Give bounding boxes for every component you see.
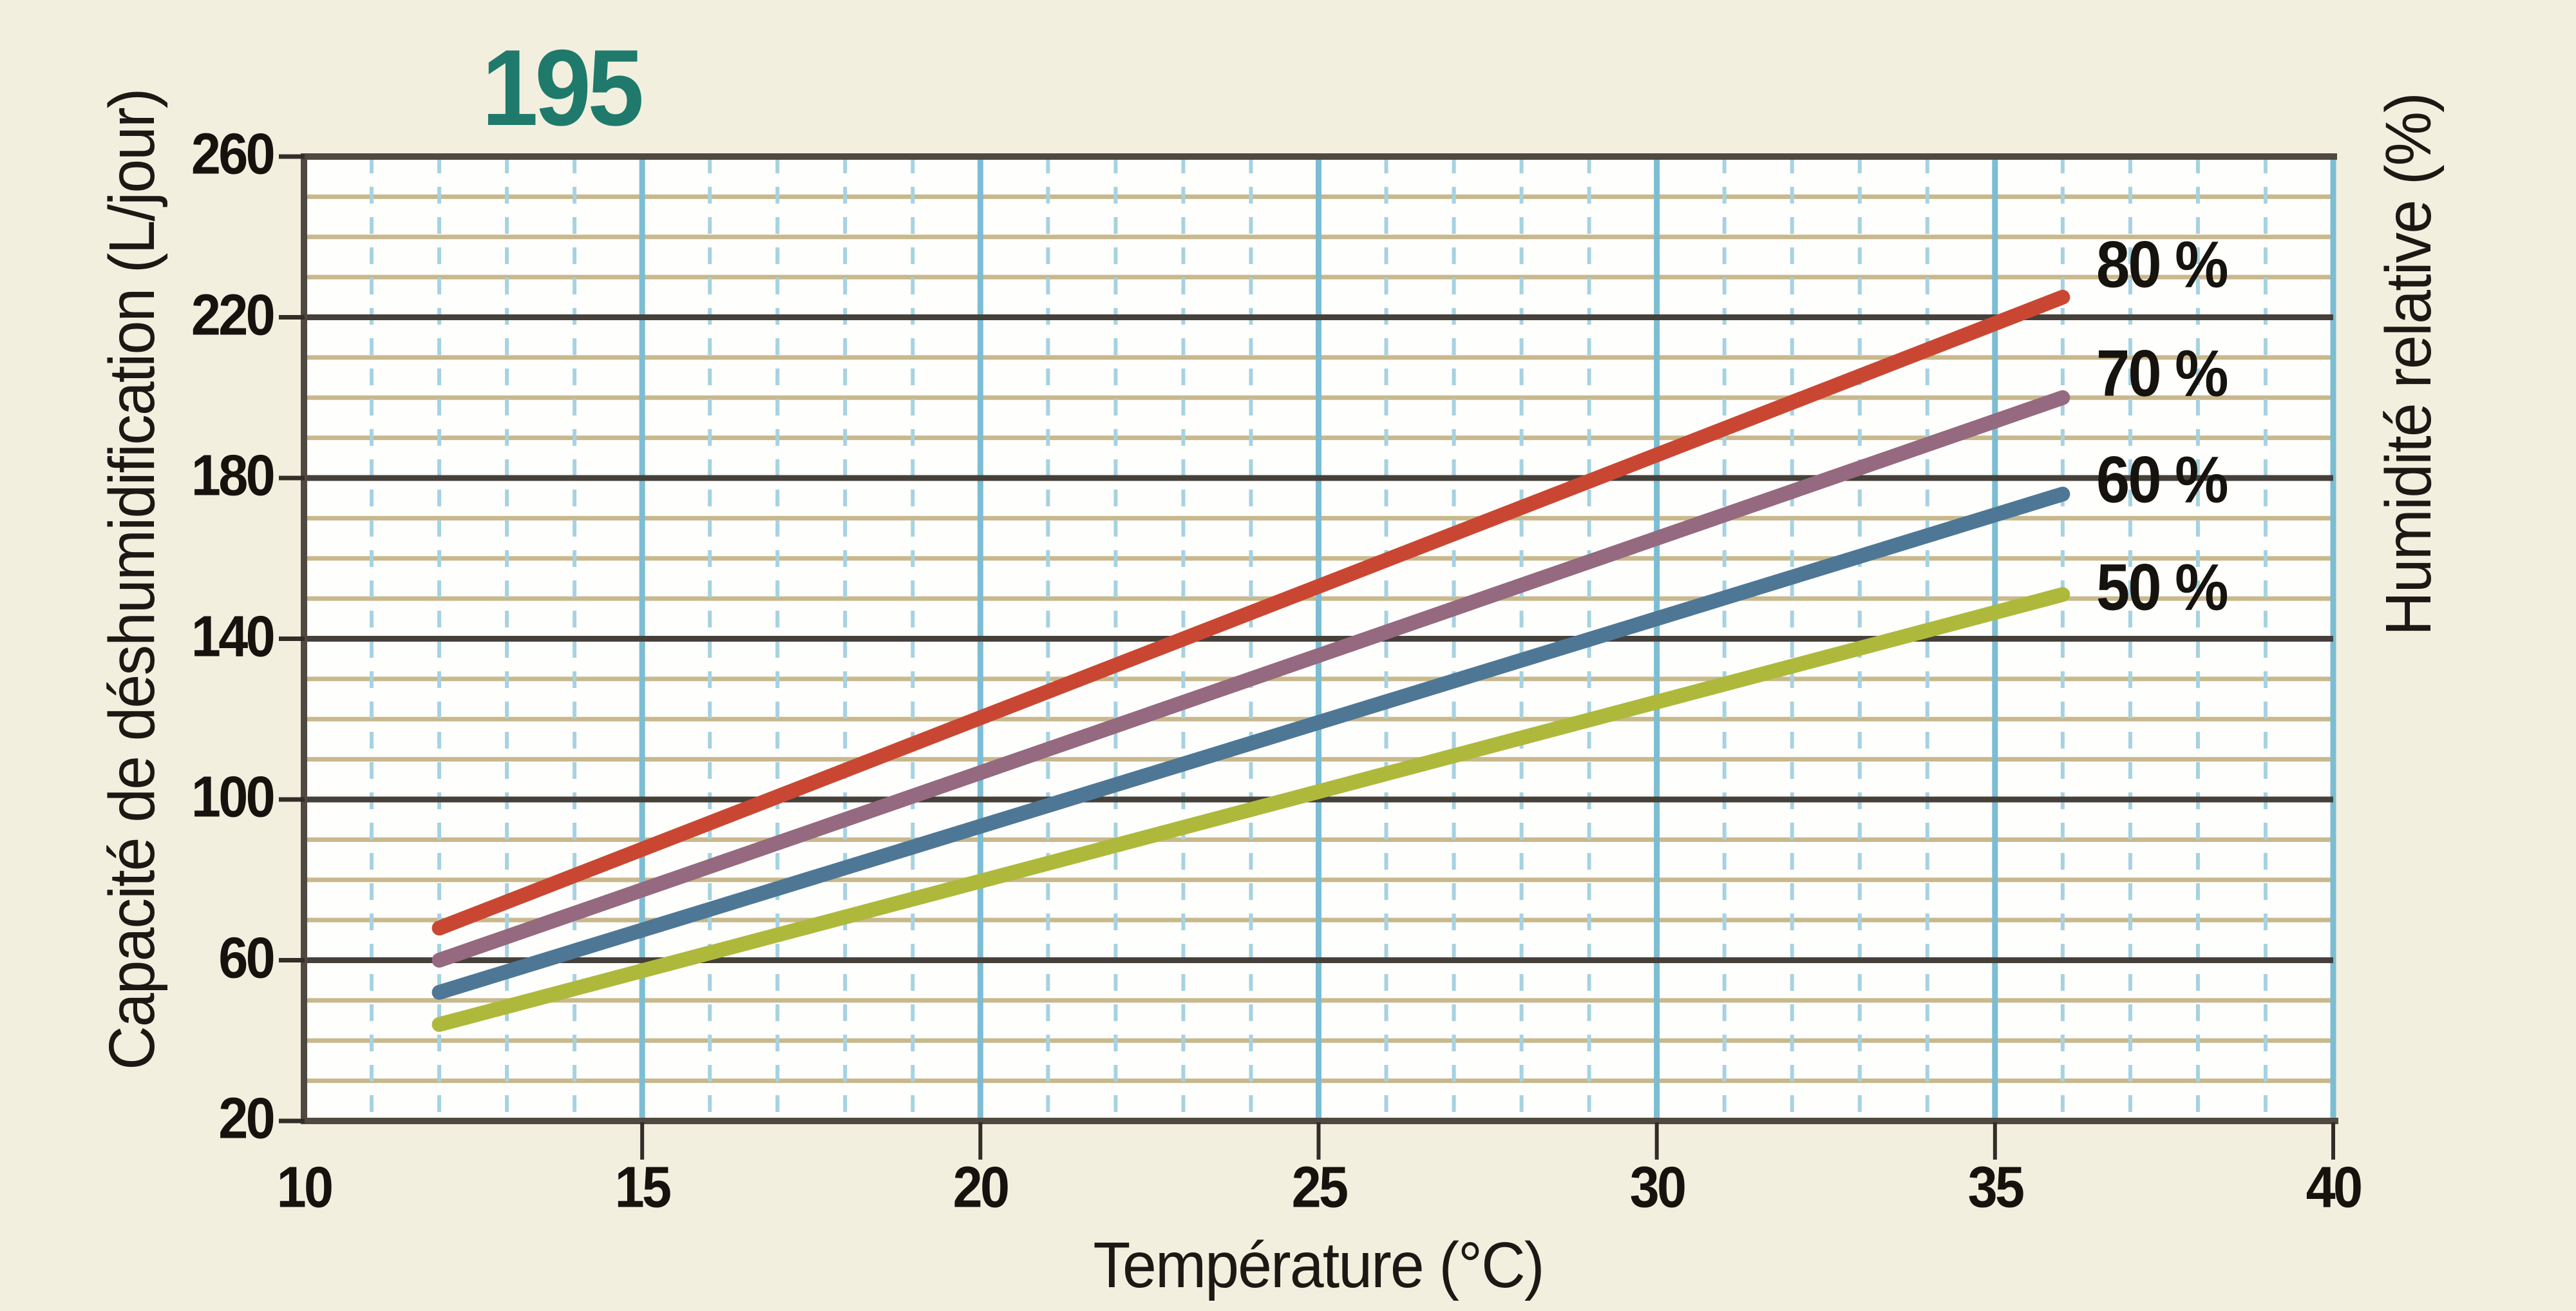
series-label-60: 60 % — [2096, 443, 2229, 517]
x-tick-label: 25 — [1291, 1155, 1348, 1220]
series-line-80 — [431, 289, 2070, 936]
y-tick-label: 20 — [218, 1086, 275, 1151]
y-tick-label: 260 — [191, 122, 276, 187]
series-line-50 — [431, 587, 2070, 1032]
x-axis-title: Température (°C) — [1093, 1229, 1544, 1301]
y-axis-title: Capacité de déshumidification (L/jour) — [96, 89, 168, 1071]
y-tick-label: 180 — [191, 443, 276, 508]
x-tick-label: 30 — [1629, 1155, 1686, 1220]
y-tick-label: 60 — [218, 925, 275, 990]
x-tick-label: 40 — [2306, 1155, 2363, 1220]
series-label-70: 70 % — [2096, 336, 2229, 410]
series-label-50: 50 % — [2096, 550, 2229, 624]
y-tick-label: 220 — [191, 282, 276, 347]
x-tick-label: 20 — [952, 1155, 1010, 1220]
y-tick-label: 100 — [191, 765, 276, 830]
y-tick-label: 140 — [191, 604, 276, 669]
series-line-70 — [431, 390, 2070, 968]
right-axis-title: Humidité relative (%) — [2372, 93, 2445, 636]
series-line-60 — [431, 486, 2070, 1000]
x-tick-label: 15 — [614, 1155, 672, 1220]
x-tick-label: 35 — [1967, 1155, 2024, 1220]
x-tick-label: 10 — [276, 1155, 334, 1220]
page-title: 195 — [482, 27, 644, 148]
series-label-80: 80 % — [2096, 227, 2229, 301]
